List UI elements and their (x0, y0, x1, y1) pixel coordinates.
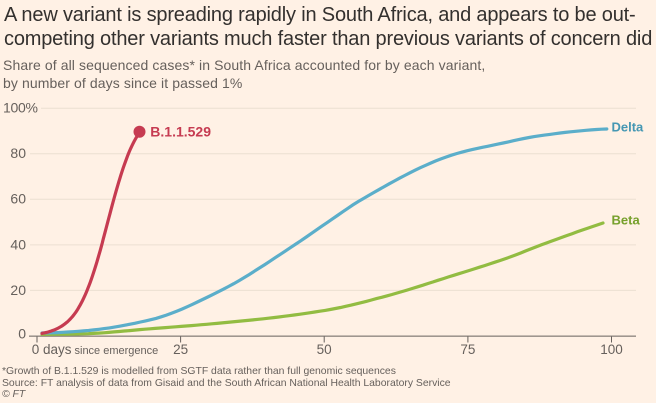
svg-text:Beta: Beta (612, 212, 641, 227)
svg-text:0 days: 0 days (32, 342, 72, 357)
svg-text:60: 60 (10, 191, 26, 207)
svg-text:100%: 100% (3, 100, 38, 116)
svg-text:100: 100 (600, 342, 623, 357)
svg-text:20: 20 (10, 282, 26, 298)
svg-text:Delta: Delta (612, 119, 645, 134)
svg-text:B.1.1.529: B.1.1.529 (150, 123, 211, 139)
svg-text:50: 50 (317, 342, 332, 357)
svg-text:80: 80 (10, 145, 26, 161)
svg-text:0: 0 (18, 326, 26, 342)
svg-text:40: 40 (10, 236, 26, 252)
svg-text:since emergence: since emergence (75, 345, 159, 357)
svg-text:25: 25 (173, 342, 188, 357)
svg-text:75: 75 (460, 342, 475, 357)
